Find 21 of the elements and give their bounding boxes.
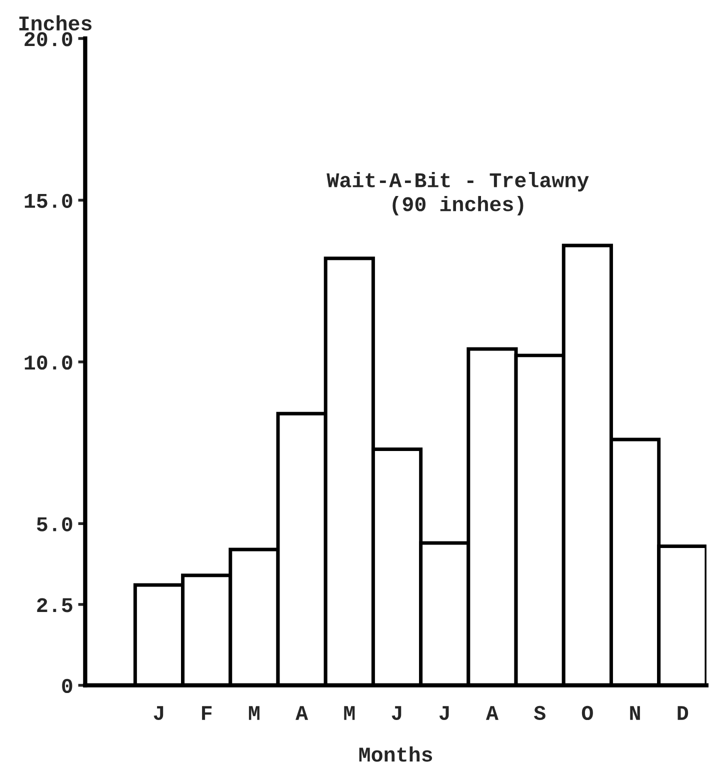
x-tick-label: A (486, 706, 498, 720)
x-axis-title: Months (359, 746, 432, 762)
y-tick-label: 20.0 (24, 32, 72, 46)
x-tick-label: O (582, 706, 593, 720)
y-tick-label: 0 (62, 678, 72, 694)
x-tick-label: N (630, 706, 640, 720)
y-tick-label: 15.0 (24, 194, 72, 208)
y-tick-label: 5.0 (36, 517, 72, 532)
x-tick-label: J (154, 706, 164, 720)
x-tick-label: S (534, 706, 546, 720)
x-tick-label: M (248, 706, 260, 720)
y-axis-title: Inches (19, 15, 92, 31)
x-tick-label: J (392, 706, 402, 720)
x-tick-label: D (678, 706, 688, 720)
x-tick-label: J (439, 706, 449, 720)
x-tick-label: A (296, 706, 308, 720)
y-tick-label: 10.0 (24, 356, 72, 370)
x-tick-label: M (344, 706, 355, 720)
annotation: Wait-A-Bit - Trelawny (90 inches) (326, 172, 589, 216)
y-tick-label: 2.5 (37, 598, 72, 612)
x-tick-label: F (202, 706, 212, 720)
